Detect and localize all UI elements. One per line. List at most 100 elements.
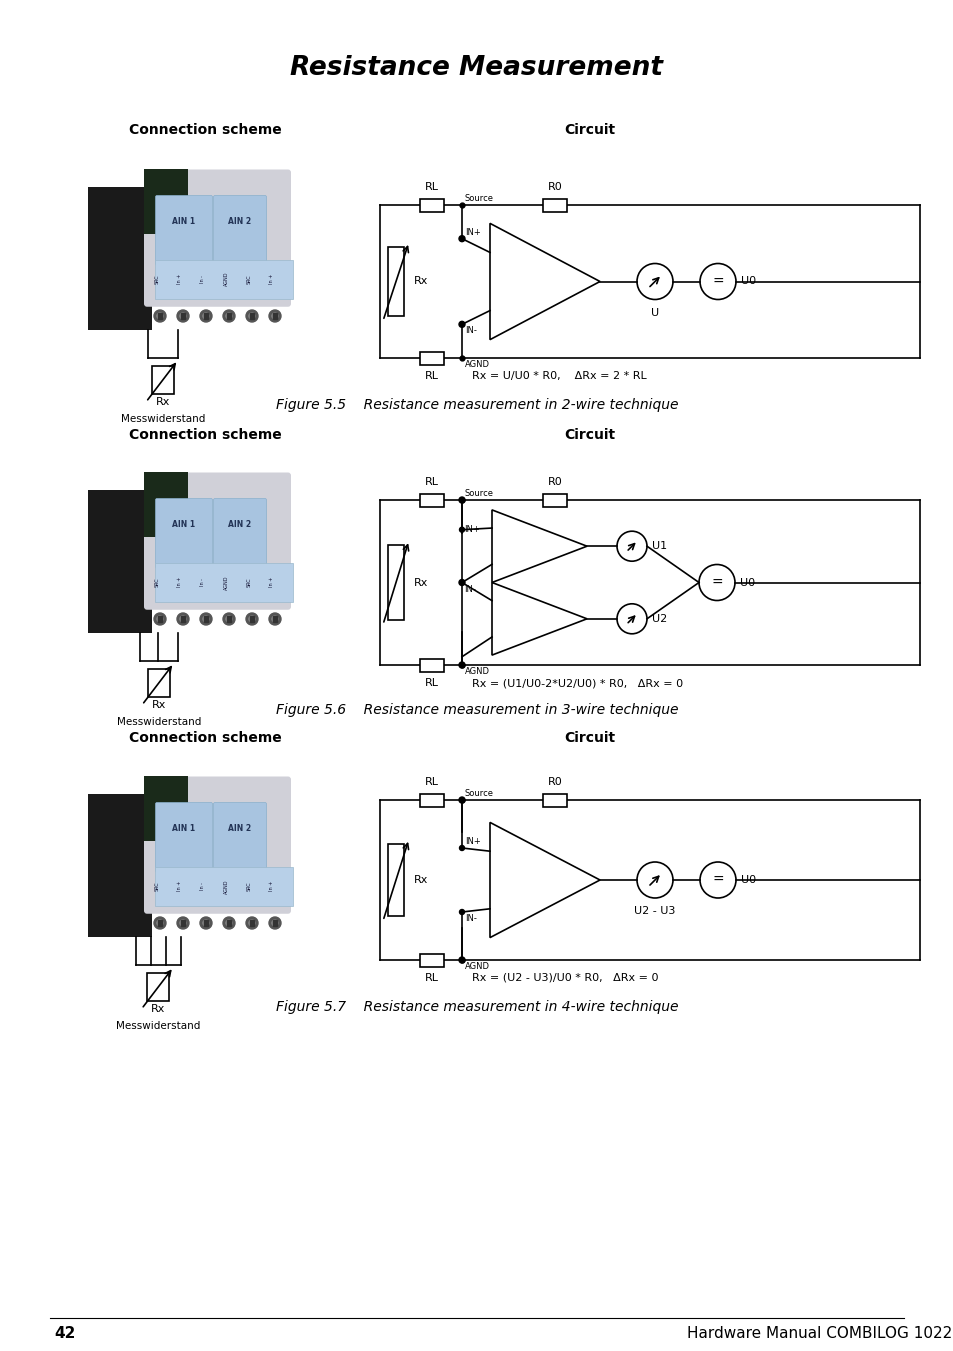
Text: In +: In + bbox=[177, 577, 182, 588]
Text: SRC: SRC bbox=[154, 881, 159, 892]
Text: AGND: AGND bbox=[223, 880, 229, 893]
Text: AIN 1: AIN 1 bbox=[172, 824, 195, 834]
Bar bbox=[158, 313, 162, 319]
Circle shape bbox=[200, 309, 212, 322]
Text: Connection scheme: Connection scheme bbox=[129, 731, 281, 744]
Text: Rx: Rx bbox=[414, 277, 428, 286]
Text: =: = bbox=[710, 576, 722, 589]
Circle shape bbox=[180, 920, 186, 925]
Text: Circuit: Circuit bbox=[564, 731, 615, 744]
Circle shape bbox=[203, 313, 209, 319]
Circle shape bbox=[200, 917, 212, 929]
Bar bbox=[154, 867, 293, 905]
Circle shape bbox=[459, 909, 464, 915]
Circle shape bbox=[459, 527, 464, 532]
Text: Source: Source bbox=[464, 789, 494, 798]
Text: In -: In - bbox=[200, 276, 205, 284]
Bar bbox=[144, 471, 188, 536]
Text: Rx: Rx bbox=[155, 397, 170, 407]
Circle shape bbox=[177, 613, 189, 626]
Text: In +: In + bbox=[177, 881, 182, 892]
Text: RL: RL bbox=[424, 973, 438, 984]
Circle shape bbox=[272, 920, 277, 925]
Text: U2 - U3: U2 - U3 bbox=[634, 907, 675, 916]
Text: Messwiderstand: Messwiderstand bbox=[116, 1021, 200, 1031]
Circle shape bbox=[177, 309, 189, 322]
Bar bbox=[273, 313, 276, 319]
Bar bbox=[144, 775, 188, 840]
Bar bbox=[419, 493, 443, 507]
Text: Rx = U/U0 * R0,    ΔRx = 2 * RL: Rx = U/U0 * R0, ΔRx = 2 * RL bbox=[472, 372, 646, 381]
Bar bbox=[250, 920, 253, 925]
Bar bbox=[250, 313, 253, 319]
Text: Messwiderstand: Messwiderstand bbox=[121, 413, 205, 424]
Text: RL: RL bbox=[424, 477, 438, 486]
FancyBboxPatch shape bbox=[88, 793, 152, 938]
Text: Figure 5.5    Resistance measurement in 2-wire technique: Figure 5.5 Resistance measurement in 2-w… bbox=[275, 399, 678, 412]
FancyBboxPatch shape bbox=[155, 802, 213, 871]
Bar bbox=[388, 247, 403, 316]
Text: Circuit: Circuit bbox=[564, 123, 615, 136]
Text: AIN 1: AIN 1 bbox=[172, 218, 195, 226]
Circle shape bbox=[223, 613, 234, 626]
Bar bbox=[148, 669, 170, 697]
FancyBboxPatch shape bbox=[144, 473, 291, 609]
Bar bbox=[227, 313, 231, 319]
Text: IN+: IN+ bbox=[464, 228, 480, 236]
Circle shape bbox=[203, 920, 209, 925]
Circle shape bbox=[153, 917, 166, 929]
Text: IN-: IN- bbox=[464, 915, 476, 923]
Circle shape bbox=[246, 613, 257, 626]
Circle shape bbox=[458, 580, 464, 585]
Circle shape bbox=[226, 313, 232, 319]
Text: IN+: IN+ bbox=[464, 838, 480, 846]
FancyBboxPatch shape bbox=[213, 196, 266, 265]
Circle shape bbox=[269, 613, 281, 626]
Bar bbox=[154, 259, 293, 299]
Bar bbox=[388, 844, 403, 916]
Bar bbox=[181, 616, 185, 621]
Text: Rx: Rx bbox=[152, 700, 166, 711]
Text: RL: RL bbox=[424, 372, 438, 381]
Circle shape bbox=[458, 797, 464, 802]
Circle shape bbox=[249, 920, 254, 925]
Bar bbox=[204, 920, 208, 925]
Bar bbox=[542, 793, 566, 807]
Text: In -: In - bbox=[200, 578, 205, 586]
Bar bbox=[144, 169, 188, 234]
Circle shape bbox=[153, 309, 166, 322]
Circle shape bbox=[177, 917, 189, 929]
Bar bbox=[227, 920, 231, 925]
Text: AIN 2: AIN 2 bbox=[228, 520, 252, 530]
Circle shape bbox=[269, 917, 281, 929]
Text: Rx: Rx bbox=[414, 577, 428, 588]
Text: R0: R0 bbox=[547, 477, 561, 486]
Text: AIN 2: AIN 2 bbox=[228, 218, 252, 226]
Text: In +: In + bbox=[177, 274, 182, 284]
Bar bbox=[204, 616, 208, 621]
Bar bbox=[419, 954, 443, 966]
Bar bbox=[158, 616, 162, 621]
Text: RL: RL bbox=[424, 182, 438, 192]
FancyBboxPatch shape bbox=[88, 186, 152, 330]
Text: AIN 2: AIN 2 bbox=[228, 824, 252, 834]
Circle shape bbox=[157, 616, 163, 621]
Circle shape bbox=[180, 616, 186, 621]
Text: AGND: AGND bbox=[464, 667, 490, 676]
Text: 42: 42 bbox=[54, 1327, 75, 1342]
Text: SRC: SRC bbox=[154, 274, 159, 284]
Text: In +: In + bbox=[269, 577, 274, 588]
Text: AGND: AGND bbox=[223, 576, 229, 589]
Text: Source: Source bbox=[464, 489, 494, 499]
Text: AGND: AGND bbox=[223, 272, 229, 286]
Bar bbox=[419, 199, 443, 212]
FancyBboxPatch shape bbox=[155, 196, 213, 265]
Bar bbox=[152, 366, 173, 394]
Text: Rx: Rx bbox=[152, 1004, 166, 1015]
Bar bbox=[181, 920, 185, 925]
Text: Messwiderstand: Messwiderstand bbox=[116, 717, 201, 727]
Bar bbox=[250, 616, 253, 621]
Circle shape bbox=[153, 613, 166, 626]
Text: IN-: IN- bbox=[463, 585, 476, 593]
Text: IN+: IN+ bbox=[463, 526, 479, 534]
